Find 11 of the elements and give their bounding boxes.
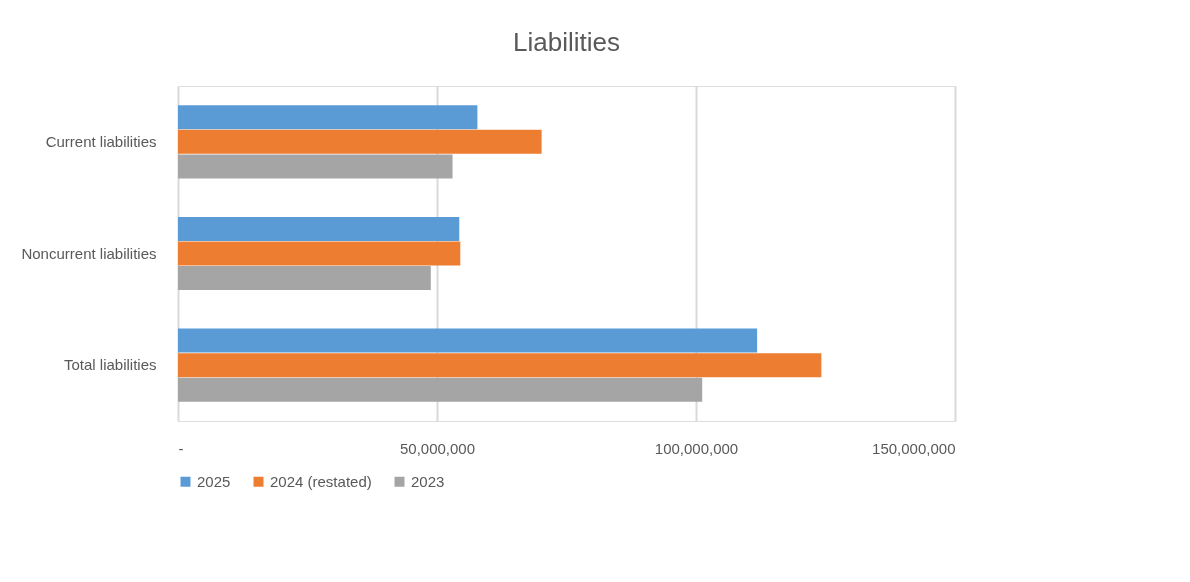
x-tick-label: - <box>178 439 184 457</box>
y-tick-label: Total liabilities <box>63 356 157 374</box>
x-tick-label: 50,000,000 <box>399 439 476 457</box>
legend-label: 2023 <box>411 472 445 490</box>
x-tick-label: 150,000,000 <box>872 439 956 457</box>
legend-label: 2025 <box>197 472 231 490</box>
chart-title: Liabilities <box>513 27 620 57</box>
y-tick-label: Noncurrent liabilities <box>21 244 157 262</box>
y-tick-label: Current liabilities <box>45 132 157 150</box>
x-tick-label: 100,000,000 <box>654 439 739 457</box>
legend-label: 2024 (restated) <box>270 472 372 490</box>
